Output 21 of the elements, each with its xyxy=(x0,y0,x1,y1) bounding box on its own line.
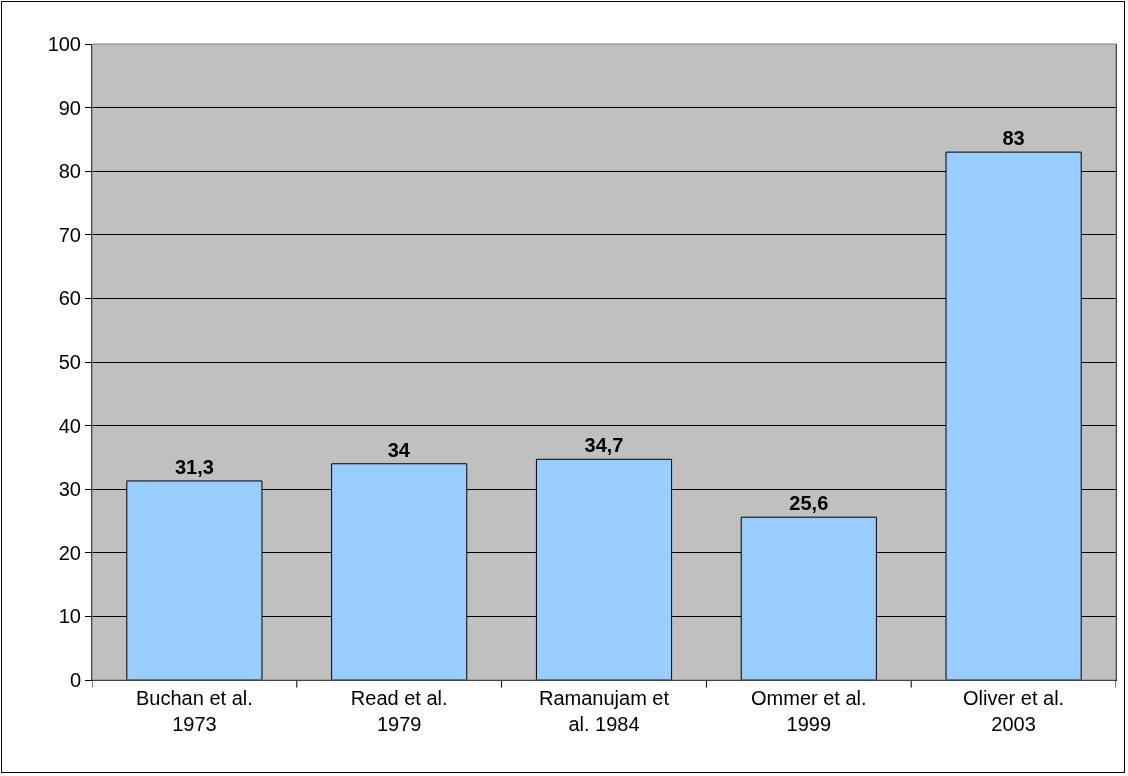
y-tick-label: 0 xyxy=(69,669,81,691)
y-tick-label: 30 xyxy=(58,478,81,501)
x-tick-label: Buchan et al. 1973 xyxy=(136,687,253,735)
data-label: 31,3 xyxy=(174,455,214,478)
y-tick-label: 50 xyxy=(58,351,81,373)
y-tick-label: 10 xyxy=(58,605,81,628)
x-tick-label: Ommer et al. 1999 xyxy=(751,687,867,735)
y-tick-label: 70 xyxy=(58,223,81,246)
y-tick-label: 40 xyxy=(58,414,81,437)
data-label: 34 xyxy=(387,438,411,461)
y-tick-label: 60 xyxy=(58,287,81,310)
y-tick-label: 100 xyxy=(47,33,81,55)
y-tick-label: 90 xyxy=(58,96,81,119)
x-tick-label: Oliver et al. 2003 xyxy=(963,687,1065,735)
data-label: 83 xyxy=(1002,127,1025,150)
data-label: 25,6 xyxy=(789,492,829,515)
y-tick-label: 80 xyxy=(58,160,81,183)
y-tick-label: 20 xyxy=(58,541,81,564)
data-label: 34,7 xyxy=(584,434,624,457)
x-tick-label: Ramanujam et al. 1984 xyxy=(538,687,670,735)
x-tick-label: Read et al. 1979 xyxy=(350,687,448,735)
